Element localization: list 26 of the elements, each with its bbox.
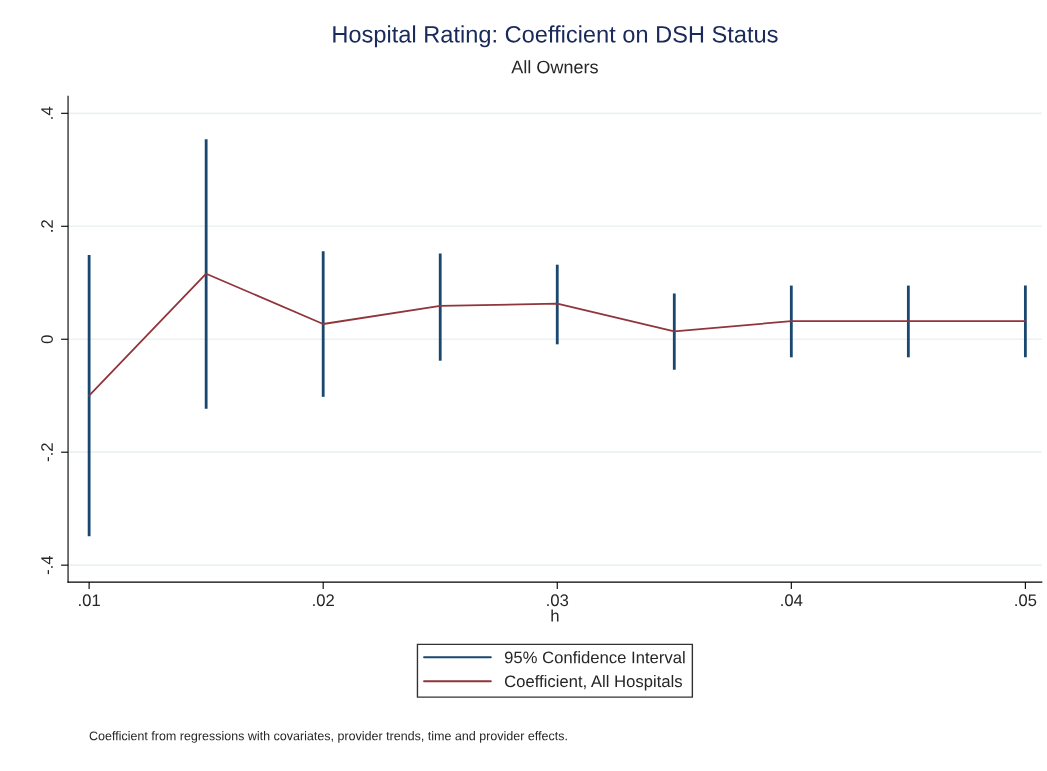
bar — [1023, 285, 1027, 358]
bar — [906, 285, 910, 358]
chart-subtitle: All Owners — [511, 60, 598, 74]
y-tick-label: 0 — [41, 335, 53, 344]
x-tick-label: .01 — [79, 594, 100, 607]
y-tick-label: .2 — [41, 220, 53, 232]
legend-label: 95% Confidence Interval — [504, 651, 685, 664]
x-axis-title: h — [551, 609, 559, 622]
y-tick-label: -.4 — [41, 555, 53, 575]
text: Coefficient from regressions with covariates, provider trends, time and provider effects. — [89, 731, 567, 743]
bar — [672, 293, 676, 370]
bar — [87, 255, 91, 537]
bar — [789, 285, 793, 358]
legend-label: Coefficient, All Hospitals — [504, 674, 683, 691]
line-series — [88, 272, 1027, 397]
y-tick-label: -.2 — [41, 443, 53, 462]
chart-title: Hospital Rating: Coefficient on DSH Status — [333, 25, 778, 48]
bar — [555, 264, 559, 345]
bar — [204, 139, 208, 409]
x-tick-label: .03 — [547, 594, 569, 607]
y-tick-label: .4 — [41, 106, 53, 119]
x-tick-label: .02 — [313, 594, 334, 607]
bar — [438, 253, 442, 361]
x-tick-label: .04 — [781, 594, 803, 607]
bar — [321, 251, 325, 397]
x-tick-label: .05 — [1015, 594, 1037, 607]
